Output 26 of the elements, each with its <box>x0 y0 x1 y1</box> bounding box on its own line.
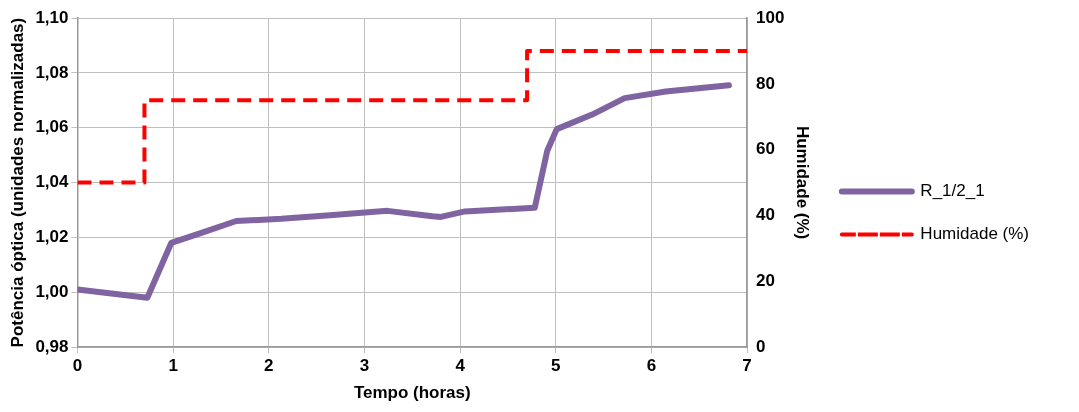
y2-tick-label: 100 <box>756 7 785 27</box>
legend-label: Humidade (%) <box>920 224 1030 244</box>
y2-axis-title: Humidade (%) <box>792 125 812 240</box>
y-tick-label: 1,04 <box>35 172 70 192</box>
y2-tick-label: 0 <box>756 336 766 356</box>
x-tick-label: 2 <box>264 356 274 376</box>
x-tick-label: 4 <box>455 356 466 376</box>
y-axis-title: Potência óptica (unidades normalizadas) <box>7 17 27 348</box>
x-tick-label: 6 <box>646 356 657 376</box>
legend-label: R_1/2_1 <box>920 181 985 201</box>
x-tick-label: 7 <box>742 356 752 376</box>
y-tick-label: 0,98 <box>35 336 69 356</box>
x-axis-title: Tempo (horas) <box>353 383 471 403</box>
y2-tick-label: 80 <box>756 73 776 93</box>
x-tick-label: 1 <box>168 356 178 376</box>
x-tick-label: 3 <box>359 356 370 376</box>
y-tick-label: 1,02 <box>35 227 69 247</box>
y-tick-label: 1,06 <box>35 117 69 137</box>
y-tick-label: 1,10 <box>35 7 69 27</box>
y-tick-label: 1,08 <box>35 62 69 82</box>
y2-tick-label: 40 <box>756 205 776 225</box>
y-tick-label: 1,00 <box>35 282 69 302</box>
x-tick-label: 5 <box>551 356 561 376</box>
x-tick-label: 0 <box>72 356 83 376</box>
y2-tick-label: 20 <box>756 271 776 291</box>
y2-tick-label: 60 <box>756 139 776 159</box>
